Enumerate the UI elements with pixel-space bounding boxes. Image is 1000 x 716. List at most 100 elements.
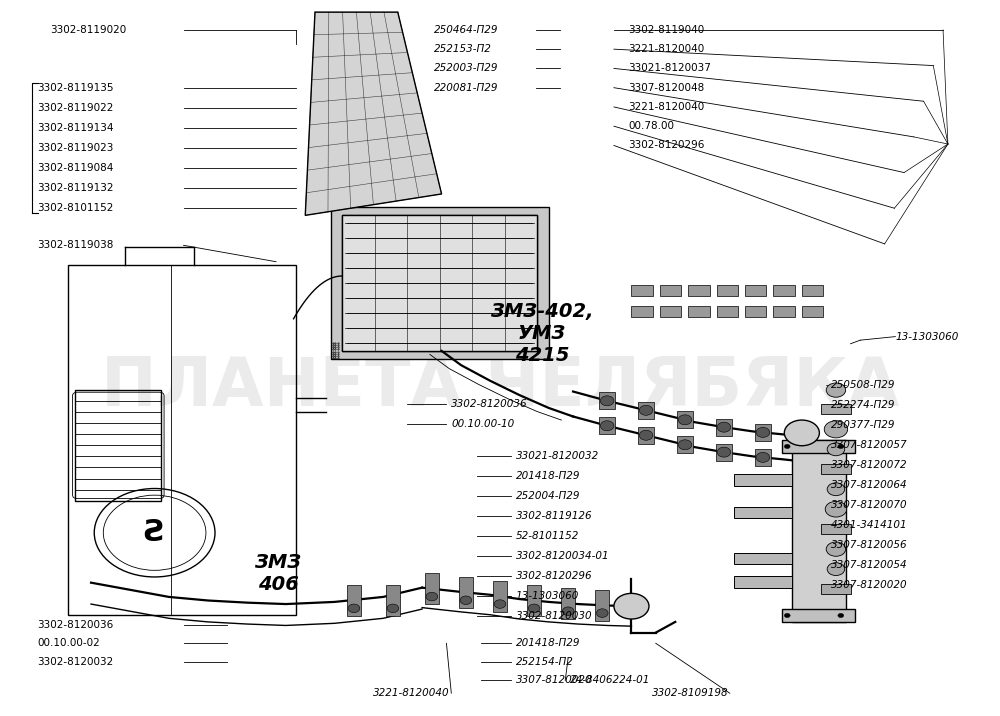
- Circle shape: [717, 448, 731, 457]
- Bar: [599, 417, 615, 435]
- Bar: [688, 306, 710, 317]
- Bar: [792, 440, 846, 622]
- Bar: [677, 436, 693, 453]
- Bar: [638, 402, 654, 419]
- Bar: [677, 411, 693, 428]
- Bar: [459, 576, 473, 608]
- Text: 3302-8120036: 3302-8120036: [451, 399, 528, 409]
- Text: 3307-8120064: 3307-8120064: [831, 480, 908, 490]
- Circle shape: [827, 563, 845, 576]
- Circle shape: [756, 427, 770, 437]
- Bar: [342, 216, 537, 351]
- Bar: [821, 524, 851, 534]
- Text: 3221-8120040: 3221-8120040: [629, 102, 705, 112]
- Bar: [745, 306, 766, 317]
- Text: 3307-8120070: 3307-8120070: [831, 500, 908, 510]
- Bar: [425, 573, 439, 604]
- Text: 252274-П29: 252274-П29: [831, 400, 896, 410]
- Text: 250464-П29: 250464-П29: [434, 25, 498, 35]
- Circle shape: [678, 415, 692, 425]
- Bar: [638, 427, 654, 444]
- Text: 252154-П2: 252154-П2: [516, 657, 573, 667]
- Text: 3221-8120040: 3221-8120040: [629, 44, 705, 54]
- Bar: [493, 581, 507, 612]
- Polygon shape: [305, 12, 442, 216]
- Text: 3302-8120030: 3302-8120030: [516, 611, 592, 621]
- Bar: [342, 216, 537, 351]
- Bar: [717, 306, 738, 317]
- Circle shape: [678, 440, 692, 450]
- Text: 24-8406224-01: 24-8406224-01: [570, 675, 650, 685]
- Circle shape: [600, 421, 614, 431]
- Circle shape: [426, 592, 438, 601]
- Bar: [745, 284, 766, 296]
- Circle shape: [562, 607, 574, 616]
- Circle shape: [784, 614, 790, 618]
- Circle shape: [756, 453, 770, 463]
- Text: 3302-8119084: 3302-8119084: [37, 163, 114, 173]
- Text: 201418-П29: 201418-П29: [516, 638, 580, 648]
- Bar: [631, 284, 653, 296]
- Text: 3307-8120020: 3307-8120020: [516, 675, 592, 685]
- Circle shape: [614, 594, 649, 619]
- Text: 3302-8101152: 3302-8101152: [37, 203, 114, 213]
- Bar: [734, 474, 792, 485]
- Text: 3221-8120040: 3221-8120040: [373, 688, 450, 698]
- Text: 290377-П29: 290377-П29: [831, 420, 896, 430]
- Bar: [802, 306, 823, 317]
- Bar: [773, 306, 795, 317]
- Text: 3307-8120056: 3307-8120056: [831, 540, 908, 550]
- Bar: [660, 284, 681, 296]
- Circle shape: [600, 396, 614, 406]
- Text: Ƨ: Ƨ: [144, 518, 166, 547]
- Text: ЗМЗ-402,
УМЗ
4215: ЗМЗ-402, УМЗ 4215: [490, 301, 594, 364]
- Text: 201418-П29: 201418-П29: [516, 471, 580, 481]
- Bar: [561, 588, 575, 619]
- Text: 3302-8119134: 3302-8119134: [37, 123, 114, 133]
- Text: 33021-8120032: 33021-8120032: [516, 451, 599, 461]
- Bar: [734, 576, 792, 588]
- Bar: [688, 284, 710, 296]
- Text: 3307-8120048: 3307-8120048: [629, 82, 705, 92]
- Text: 3302-8120036: 3302-8120036: [37, 620, 114, 630]
- Circle shape: [528, 604, 540, 613]
- Text: 3302-8109198: 3302-8109198: [652, 688, 729, 698]
- Text: 52-8101152: 52-8101152: [516, 531, 579, 541]
- Bar: [755, 424, 771, 441]
- Bar: [595, 589, 609, 621]
- Bar: [75, 390, 161, 500]
- Text: 3307-8120057: 3307-8120057: [831, 440, 908, 450]
- Text: 13-1303060: 13-1303060: [895, 332, 959, 342]
- Bar: [773, 284, 795, 296]
- Text: 3302-8119020: 3302-8119020: [50, 25, 126, 35]
- Bar: [386, 585, 400, 616]
- Circle shape: [824, 421, 848, 438]
- Circle shape: [838, 614, 844, 618]
- Bar: [755, 449, 771, 466]
- Circle shape: [784, 445, 790, 449]
- Text: 3302-8119038: 3302-8119038: [37, 241, 114, 251]
- Text: 3302-8119135: 3302-8119135: [37, 83, 114, 93]
- Circle shape: [827, 483, 845, 495]
- Bar: [821, 405, 851, 415]
- Text: 00.10.00-10: 00.10.00-10: [451, 419, 515, 429]
- Circle shape: [639, 430, 653, 440]
- Circle shape: [348, 604, 360, 613]
- Circle shape: [838, 445, 844, 449]
- Text: 33021-8120037: 33021-8120037: [629, 64, 711, 74]
- Text: 250508-П29: 250508-П29: [831, 380, 896, 390]
- Circle shape: [827, 443, 845, 455]
- Circle shape: [387, 604, 399, 613]
- Circle shape: [494, 600, 506, 609]
- Circle shape: [826, 383, 846, 397]
- Text: 3302-8119022: 3302-8119022: [37, 103, 114, 113]
- Text: 3302-8120032: 3302-8120032: [37, 657, 114, 667]
- Circle shape: [825, 501, 847, 517]
- Text: 3302-8120034-01: 3302-8120034-01: [516, 551, 609, 561]
- Bar: [782, 609, 855, 622]
- Text: 252153-П2: 252153-П2: [434, 44, 492, 54]
- Circle shape: [460, 596, 472, 604]
- Bar: [716, 444, 732, 460]
- Bar: [347, 585, 361, 616]
- Circle shape: [596, 609, 608, 617]
